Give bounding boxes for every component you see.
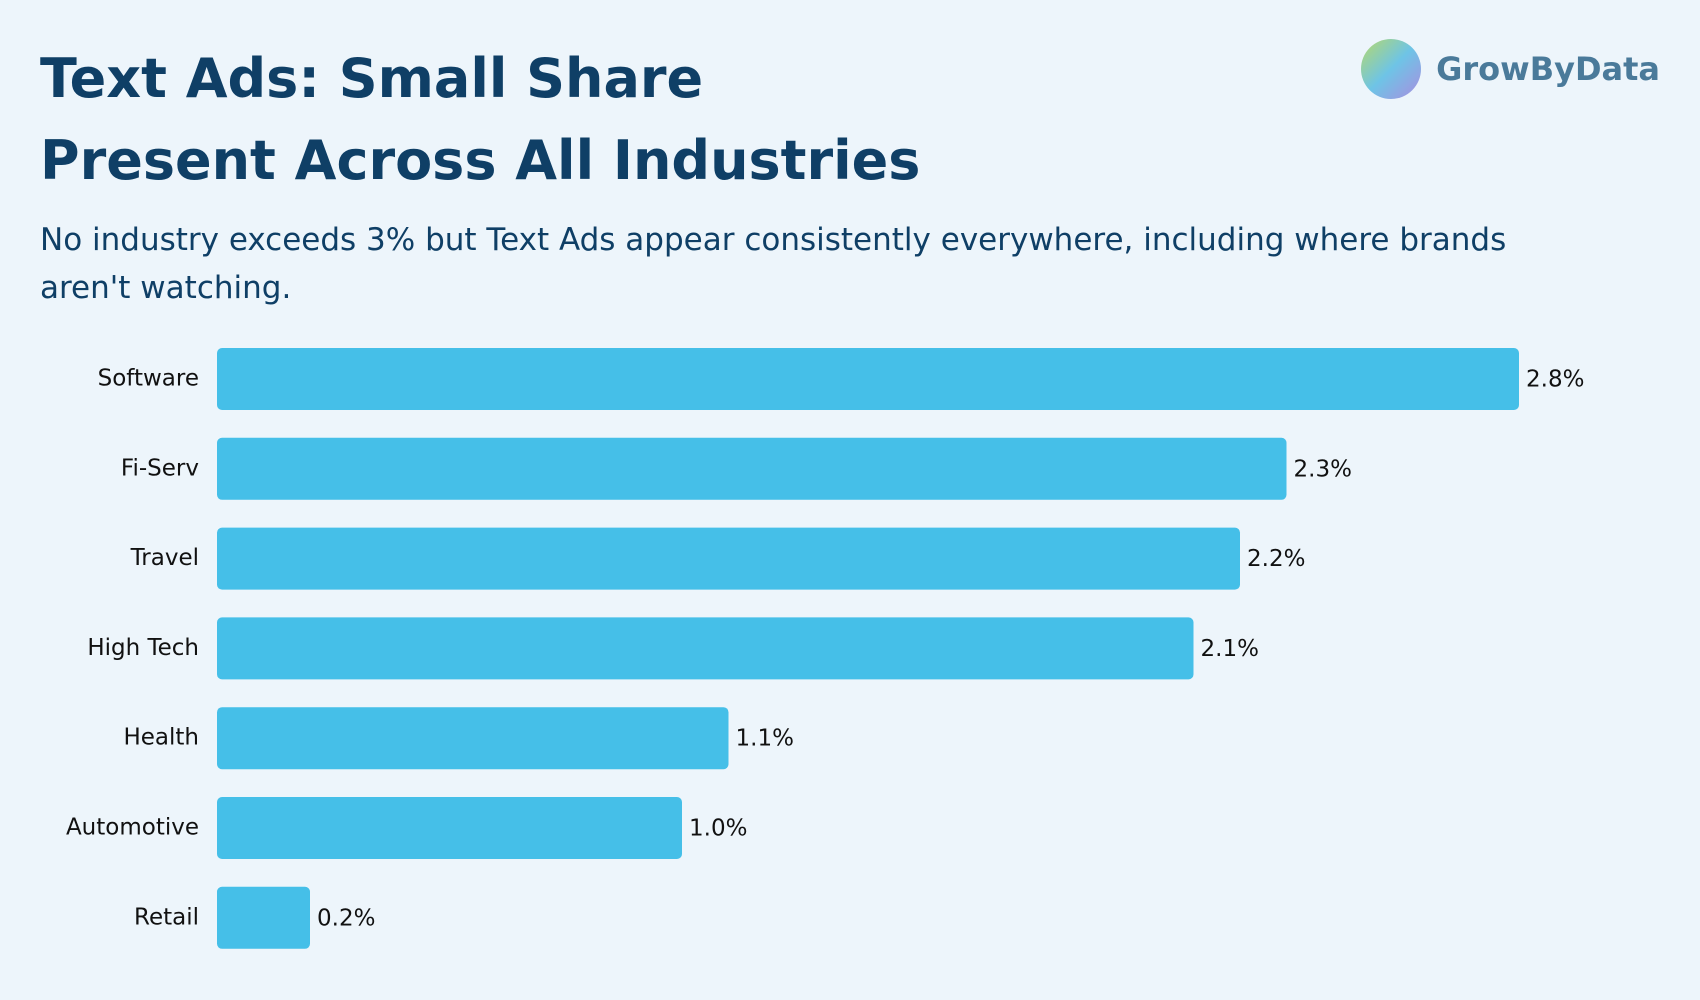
bar (217, 707, 729, 770)
logo-icon (1361, 39, 1422, 99)
value-label: 2.1% (1201, 636, 1259, 662)
category-label: Fi-Serv (121, 455, 199, 481)
bar (217, 797, 682, 859)
bar (217, 437, 1287, 500)
category-label: Retail (134, 904, 199, 930)
value-label: 1.1% (736, 726, 794, 752)
category-label: Software (98, 366, 199, 392)
value-label: 2.3% (1294, 456, 1352, 482)
value-label: 2.8% (1526, 367, 1584, 393)
chart-title: Text Ads: Small Share Present Across All… (40, 38, 920, 202)
value-label: 1.0% (689, 816, 747, 842)
logo: GrowByData (1360, 38, 1660, 100)
chart: Software 2.8% Fi-Serv 2.3% Travel 2.2% High Te… (66, 348, 1584, 949)
bar (217, 617, 1194, 680)
bar (217, 527, 1240, 590)
category-label: High Tech (87, 635, 199, 661)
category-label: Health (123, 725, 199, 751)
value-label: 2.2% (1247, 546, 1305, 572)
title-line: Present Across All Industries (40, 129, 921, 192)
category-label: Automotive (66, 815, 199, 841)
category-label: Travel (130, 545, 199, 571)
title-line: Text Ads: Small Share (40, 47, 704, 110)
logo-text: GrowByData (1436, 50, 1660, 88)
value-label: 0.2% (317, 905, 375, 931)
bar (217, 348, 1519, 410)
bar (217, 886, 310, 949)
chart-subtitle: No industry exceeds 3% but Text Ads appe… (40, 222, 1507, 306)
